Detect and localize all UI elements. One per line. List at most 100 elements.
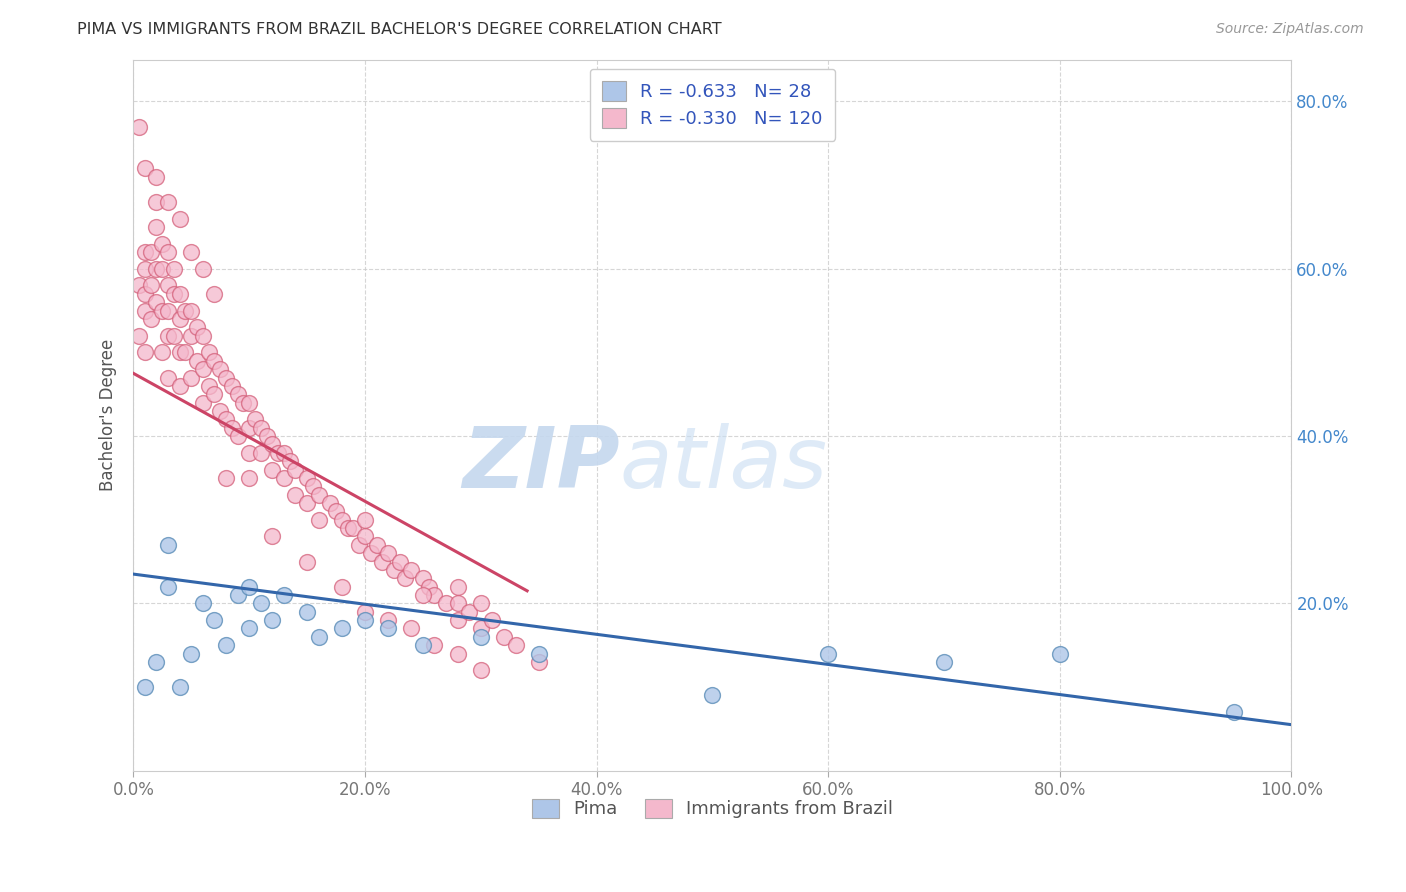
Text: Source: ZipAtlas.com: Source: ZipAtlas.com — [1216, 22, 1364, 37]
Point — [330, 513, 353, 527]
Point — [209, 404, 232, 418]
Point — [215, 412, 238, 426]
Point — [418, 580, 440, 594]
Point — [377, 546, 399, 560]
Point — [186, 320, 208, 334]
Point — [215, 471, 238, 485]
Point — [139, 245, 162, 260]
Point — [145, 655, 167, 669]
Point — [354, 613, 377, 627]
Point — [262, 437, 284, 451]
Point — [226, 387, 249, 401]
Point — [481, 613, 503, 627]
Point — [157, 278, 180, 293]
Point — [319, 496, 342, 510]
Text: ZIP: ZIP — [463, 424, 620, 507]
Point — [238, 622, 260, 636]
Point — [157, 303, 180, 318]
Text: atlas: atlas — [620, 424, 828, 507]
Point — [262, 462, 284, 476]
Point — [163, 286, 186, 301]
Point — [295, 555, 318, 569]
Point — [238, 446, 260, 460]
Point — [128, 120, 150, 134]
Legend: Pima, Immigrants from Brazil: Pima, Immigrants from Brazil — [524, 791, 900, 826]
Point — [249, 446, 271, 460]
Point — [492, 630, 515, 644]
Point — [191, 328, 214, 343]
Point — [308, 513, 330, 527]
Point — [354, 513, 377, 527]
Point — [145, 295, 167, 310]
Point — [191, 395, 214, 409]
Point — [180, 245, 202, 260]
Point — [180, 303, 202, 318]
Point — [169, 211, 191, 226]
Point — [446, 596, 468, 610]
Point — [401, 563, 423, 577]
Point — [458, 605, 481, 619]
Point — [330, 580, 353, 594]
Point — [180, 647, 202, 661]
Point — [157, 370, 180, 384]
Point — [157, 194, 180, 209]
Point — [232, 395, 254, 409]
Point — [202, 387, 225, 401]
Point — [354, 605, 377, 619]
Point — [169, 312, 191, 326]
Point — [1222, 705, 1244, 719]
Point — [226, 588, 249, 602]
Point — [169, 379, 191, 393]
Point — [446, 647, 468, 661]
Point — [169, 345, 191, 359]
Point — [191, 362, 214, 376]
Point — [169, 286, 191, 301]
Point — [412, 571, 434, 585]
Point — [273, 588, 295, 602]
Point — [394, 571, 416, 585]
Point — [308, 630, 330, 644]
Point — [295, 605, 318, 619]
Point — [308, 488, 330, 502]
Point — [150, 261, 173, 276]
Point — [134, 161, 156, 176]
Point — [134, 345, 156, 359]
Point — [527, 647, 550, 661]
Point — [470, 663, 492, 677]
Point — [423, 638, 446, 652]
Point — [174, 345, 197, 359]
Point — [325, 504, 347, 518]
Point — [371, 555, 394, 569]
Point — [197, 345, 219, 359]
Point — [139, 312, 162, 326]
Point — [215, 370, 238, 384]
Point — [150, 303, 173, 318]
Point — [382, 563, 405, 577]
Point — [163, 261, 186, 276]
Point — [180, 328, 202, 343]
Point — [434, 596, 457, 610]
Point — [330, 622, 353, 636]
Point — [354, 529, 377, 543]
Point — [273, 471, 295, 485]
Point — [157, 538, 180, 552]
Point — [527, 655, 550, 669]
Point — [295, 471, 318, 485]
Point — [209, 362, 232, 376]
Point — [197, 379, 219, 393]
Point — [145, 169, 167, 184]
Point — [157, 328, 180, 343]
Point — [163, 328, 186, 343]
Point — [180, 370, 202, 384]
Point — [302, 479, 325, 493]
Point — [273, 446, 295, 460]
Point — [202, 353, 225, 368]
Point — [169, 680, 191, 694]
Point — [134, 286, 156, 301]
Point — [336, 521, 359, 535]
Point — [226, 429, 249, 443]
Point — [249, 420, 271, 434]
Point — [145, 261, 167, 276]
Y-axis label: Bachelor's Degree: Bachelor's Degree — [100, 339, 117, 491]
Point — [139, 278, 162, 293]
